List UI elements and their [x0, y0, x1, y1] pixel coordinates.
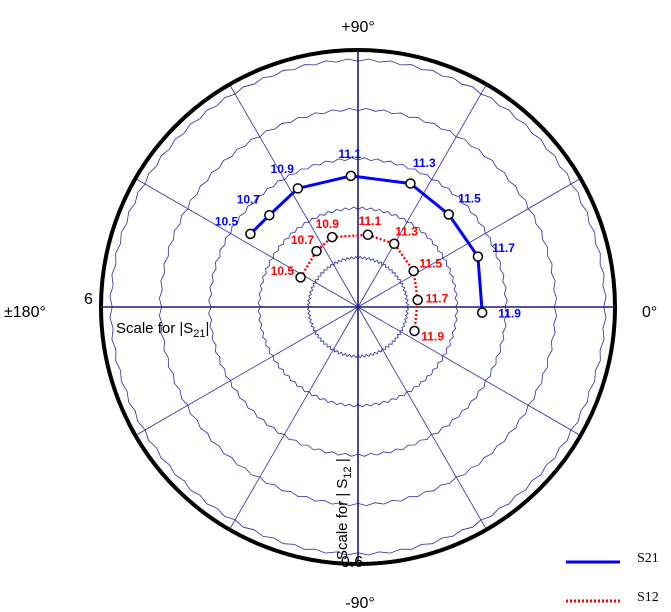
s21-marker-10.5: [245, 228, 256, 240]
grid-spoke-300: [357, 306, 487, 530]
s12-marker-11.5: [408, 265, 419, 277]
s21-marker-11.3: [405, 178, 416, 189]
s21-freq-label-11.5: 11.5: [458, 192, 481, 206]
s21-freq-label-10.7: 10.7: [237, 192, 261, 206]
s12-marker-11.7: [412, 294, 423, 306]
grid-spoke-60: [357, 84, 487, 308]
s12-scale-label: Scale for | S12 |: [334, 458, 354, 560]
angle-label-top: +90°: [341, 19, 375, 36]
s12-freq-label-10.5: 10.5: [271, 264, 295, 278]
legend-s21-label: S21: [637, 551, 659, 566]
s12-scale-max: 0.6: [341, 554, 363, 571]
s12-freq-label-11.1: 11.1: [358, 214, 381, 228]
grid-spoke-210: [135, 306, 359, 436]
s12-marker-11.1: [362, 229, 374, 241]
s21-freq-label-11.7: 11.7: [492, 241, 515, 255]
grid-spoke-120: [229, 84, 359, 308]
s12-freq-label-10.7: 10.7: [291, 233, 315, 247]
s21-marker-10.7: [264, 209, 275, 221]
frequency-labels: 10.510.710.911.111.311.511.711.910.510.7…: [215, 147, 521, 344]
s12-freq-label-11.9: 11.9: [421, 329, 444, 343]
s12-marker-10.9: [326, 231, 338, 243]
s21-freq-label-11.9: 11.9: [498, 307, 521, 321]
s21-scale-label: Scale for |S21|: [116, 320, 209, 340]
s12-freq-label-11.3: 11.3: [395, 225, 418, 239]
s21-freq-label-10.5: 10.5: [215, 215, 239, 229]
angle-label-right: 0°: [642, 304, 657, 321]
s12-marker-10.7: [311, 245, 322, 257]
angle-label-left: ±180°: [4, 304, 46, 321]
s21-curve: [249, 174, 484, 313]
s21-marker-11.7: [472, 251, 484, 262]
s12-freq-label-10.9: 10.9: [316, 217, 340, 231]
s12-freq-label-11.5: 11.5: [419, 256, 442, 270]
angle-label-bottom: -90°: [345, 595, 375, 612]
s12-freq-label-11.7: 11.7: [426, 291, 449, 305]
legend: S21 S12: [566, 551, 659, 605]
grid-spoke-240: [229, 306, 359, 530]
s21-freq-label-10.9: 10.9: [271, 162, 295, 176]
s21-freq-label-11.3: 11.3: [413, 156, 436, 170]
s12-marker-11.9: [409, 325, 420, 337]
s21-freq-label-11.1: 11.1: [338, 147, 361, 161]
s21-marker-10.9: [292, 183, 304, 194]
axis-lines: [101, 50, 615, 564]
grid-spoke-330: [357, 306, 581, 436]
legend-s12-label: S12: [637, 590, 659, 605]
grid-spoke-150: [135, 178, 359, 308]
s21-marker-11.9: [476, 307, 488, 318]
data-markers: [245, 170, 488, 337]
s12-marker-10.5: [295, 272, 306, 283]
s12-marker-11.3: [388, 238, 400, 250]
s21-marker-11.5: [443, 209, 454, 220]
s21-scale-max: 6: [84, 291, 93, 308]
s21-marker-11.1: [345, 170, 357, 182]
